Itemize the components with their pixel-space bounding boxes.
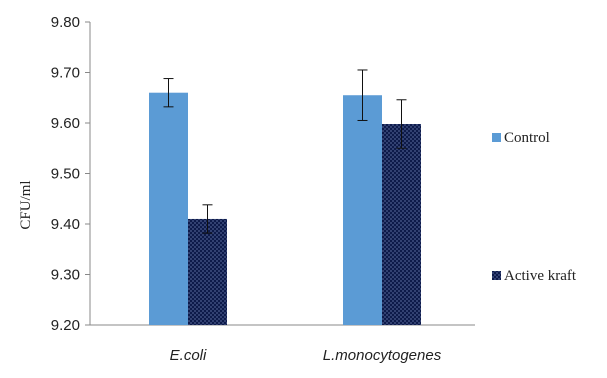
y-tick-label: 9.40 [51,216,80,233]
legend-label: Control [504,130,550,146]
error-bars [163,69,407,234]
legend: Control Active kraft [492,130,577,284]
y-axis-label: CFU/ml [18,180,34,229]
legend-swatch [492,133,501,142]
y-tick-label: 9.20 [51,317,80,334]
category-label: E.coli [170,347,207,364]
plot-area: 9.20 9.30 9.40 9.50 9.60 9.70 9.80 E.coli L.mon… [51,14,475,364]
bar-active-kraft [382,124,421,325]
legend-swatch [492,271,501,280]
y-tick-label: 9.80 [51,14,80,31]
y-tick-label: 9.50 [51,166,80,183]
bar-control [343,95,382,325]
y-tick-label: 9.70 [51,65,80,82]
bar-control [149,92,188,325]
y-tick-label: 9.60 [51,115,80,132]
category-labels: E.coli L.monocytogenes [170,347,442,364]
bars [149,92,421,325]
category-label: L.monocytogenes [323,347,442,364]
y-tick-label: 9.30 [51,267,80,284]
bar-active-kraft [188,218,227,325]
legend-label: Active kraft [504,268,577,284]
y-ticks: 9.20 9.30 9.40 9.50 9.60 9.70 9.80 [51,14,90,334]
